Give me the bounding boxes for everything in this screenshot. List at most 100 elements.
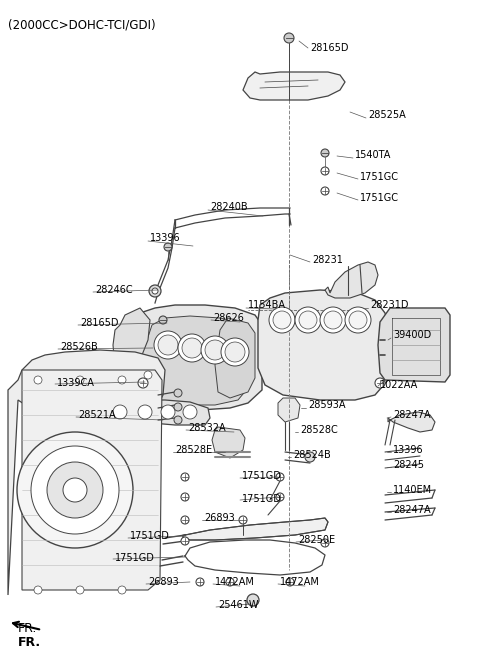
Circle shape — [174, 389, 182, 397]
Circle shape — [321, 539, 329, 547]
Polygon shape — [212, 427, 245, 458]
Circle shape — [138, 378, 148, 388]
Polygon shape — [325, 262, 378, 298]
Circle shape — [152, 288, 158, 294]
Circle shape — [201, 336, 229, 364]
Circle shape — [284, 33, 294, 43]
Text: 28250E: 28250E — [298, 535, 335, 545]
Circle shape — [321, 167, 329, 175]
Circle shape — [17, 432, 133, 548]
Circle shape — [138, 405, 152, 419]
Circle shape — [349, 311, 367, 329]
Circle shape — [320, 307, 346, 333]
Text: 1472AM: 1472AM — [280, 577, 320, 587]
Polygon shape — [113, 308, 150, 380]
Text: 28532A: 28532A — [188, 423, 226, 433]
Circle shape — [154, 331, 182, 359]
Polygon shape — [388, 412, 435, 432]
Circle shape — [295, 307, 321, 333]
Circle shape — [76, 376, 84, 384]
Text: 28246C: 28246C — [95, 285, 132, 295]
Circle shape — [182, 338, 202, 358]
Polygon shape — [8, 350, 165, 595]
Circle shape — [164, 243, 172, 251]
Polygon shape — [215, 318, 255, 398]
Circle shape — [76, 586, 84, 594]
Circle shape — [63, 478, 87, 502]
Circle shape — [269, 307, 295, 333]
Circle shape — [225, 342, 245, 362]
Circle shape — [305, 452, 315, 462]
Circle shape — [31, 446, 119, 534]
Text: (2000CC>DOHC-TCI/GDI): (2000CC>DOHC-TCI/GDI) — [8, 18, 156, 31]
Circle shape — [221, 338, 249, 366]
Circle shape — [159, 316, 167, 324]
Text: 28626: 28626 — [213, 313, 244, 323]
Circle shape — [299, 311, 317, 329]
Text: 1751GD: 1751GD — [115, 553, 155, 563]
Text: 28247A: 28247A — [393, 410, 431, 420]
Polygon shape — [96, 400, 210, 425]
Text: 1540TA: 1540TA — [355, 150, 391, 160]
Text: 28165D: 28165D — [310, 43, 348, 53]
Circle shape — [118, 376, 126, 384]
Circle shape — [239, 516, 247, 524]
Text: 28231D: 28231D — [370, 300, 408, 310]
Text: 1751GC: 1751GC — [360, 172, 399, 182]
Text: 1472AM: 1472AM — [215, 577, 255, 587]
Circle shape — [181, 516, 189, 524]
Text: 1751GD: 1751GD — [130, 531, 170, 541]
Circle shape — [273, 311, 291, 329]
Circle shape — [178, 334, 206, 362]
Circle shape — [158, 335, 178, 355]
Text: 28247A: 28247A — [393, 505, 431, 515]
Circle shape — [276, 493, 284, 501]
Text: 28524B: 28524B — [293, 450, 331, 460]
Text: 1154BA: 1154BA — [248, 300, 286, 310]
Circle shape — [196, 578, 204, 586]
Text: 13396: 13396 — [393, 445, 424, 455]
Circle shape — [247, 594, 259, 606]
Polygon shape — [278, 398, 300, 422]
Text: 28593A: 28593A — [308, 400, 346, 410]
Circle shape — [113, 405, 127, 419]
Polygon shape — [258, 290, 390, 400]
Circle shape — [183, 405, 197, 419]
Circle shape — [345, 307, 371, 333]
Text: 1751GD: 1751GD — [242, 494, 282, 504]
Text: 28528E: 28528E — [175, 445, 212, 455]
Circle shape — [375, 378, 385, 388]
Circle shape — [47, 462, 103, 518]
Text: 13396: 13396 — [150, 233, 180, 243]
Circle shape — [181, 473, 189, 481]
Text: 28165D: 28165D — [80, 318, 119, 328]
Polygon shape — [135, 316, 248, 405]
Polygon shape — [22, 370, 162, 590]
Text: 28231: 28231 — [312, 255, 343, 265]
Text: 28526B: 28526B — [60, 342, 98, 352]
Text: 26893: 26893 — [148, 577, 179, 587]
Text: 39400D: 39400D — [393, 330, 431, 340]
Circle shape — [181, 537, 189, 545]
Text: 28240B: 28240B — [210, 202, 248, 212]
Text: 26893: 26893 — [204, 513, 235, 523]
Polygon shape — [378, 308, 450, 382]
Text: 1339CA: 1339CA — [57, 378, 95, 388]
Polygon shape — [183, 518, 328, 540]
Circle shape — [226, 578, 234, 586]
Text: 1751GC: 1751GC — [360, 193, 399, 203]
Text: 1140EM: 1140EM — [393, 485, 432, 495]
Polygon shape — [243, 72, 345, 100]
Text: 28525A: 28525A — [368, 110, 406, 120]
Circle shape — [286, 578, 294, 586]
Text: 28521A: 28521A — [78, 410, 116, 420]
Text: 1751GD: 1751GD — [242, 471, 282, 481]
Circle shape — [34, 376, 42, 384]
Circle shape — [174, 403, 182, 411]
Polygon shape — [120, 305, 262, 410]
Circle shape — [161, 405, 175, 419]
Text: 28245: 28245 — [393, 460, 424, 470]
Circle shape — [149, 285, 161, 297]
Circle shape — [321, 149, 329, 157]
Circle shape — [276, 473, 284, 481]
